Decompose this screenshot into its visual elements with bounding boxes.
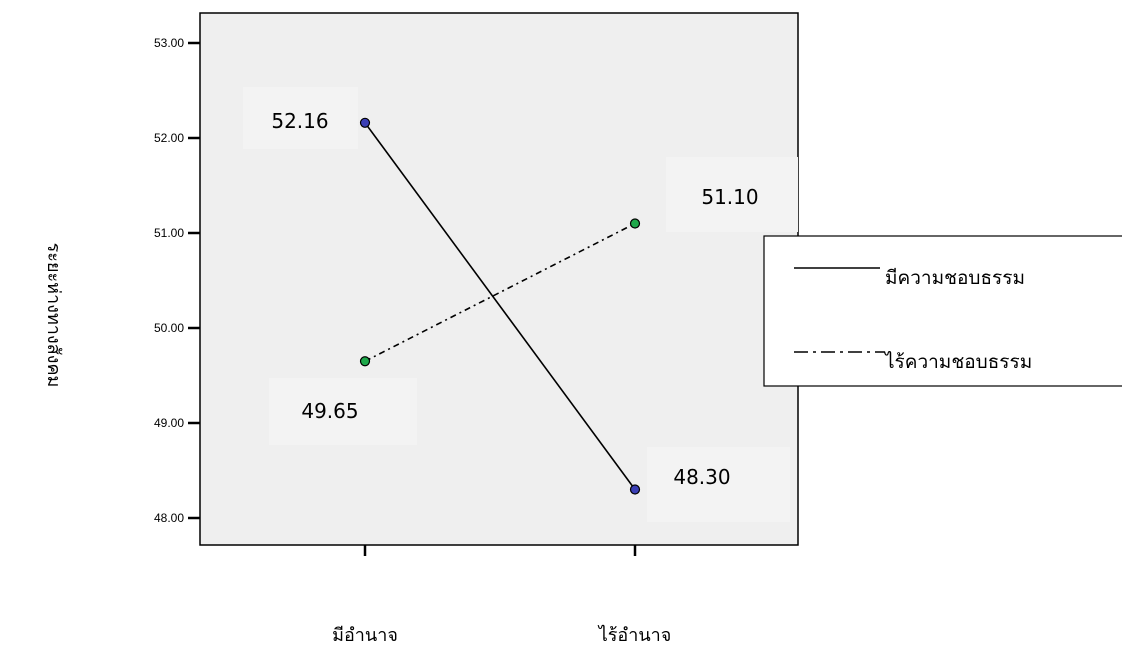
data-point (629, 484, 641, 495)
x-axis: มีอำนาจ ไร้อำนาจ (332, 545, 671, 646)
legend-label-legitimate: มีความชอบธรรม (885, 267, 1025, 289)
data-label-box (666, 157, 798, 232)
data-point (359, 117, 371, 128)
y-tick-label: 51.00 (154, 226, 184, 240)
y-tick-label: 52.00 (154, 131, 184, 145)
x-tick-label: มีอำนาจ (332, 625, 398, 646)
series-line-illegitimate (364, 222, 636, 362)
y-axis-title: ระยะห่างทางสังคม (43, 243, 64, 388)
data-label-box (647, 447, 790, 522)
y-tick-label: 49.00 (154, 416, 184, 430)
data-label-boxes (243, 87, 798, 522)
y-tick-label: 48.00 (154, 511, 184, 525)
legend-box (763, 235, 1122, 387)
data-point (359, 356, 371, 367)
data-point (629, 218, 641, 229)
y-tick-label: 50.00 (154, 321, 184, 335)
series-line-legitimate (364, 122, 636, 490)
data-label: 52.16 (271, 109, 328, 133)
data-label: 48.30 (673, 465, 730, 489)
legend-label-illegitimate: ไร้ความชอบธรรม (883, 351, 1032, 373)
y-tick-label: 53.00 (154, 36, 184, 50)
data-label-box (243, 87, 358, 149)
legend: มีความชอบธรรม ไร้ความชอบธรรม (763, 235, 1122, 387)
series-layer (359, 117, 641, 495)
data-label: 51.10 (701, 185, 758, 209)
y-axis: 48.00 49.00 50.00 51.00 52.00 53.00 (154, 36, 200, 525)
data-label: 49.65 (301, 399, 358, 423)
data-labels: 52.16 48.30 49.65 51.10 (271, 109, 758, 489)
data-label-box (269, 378, 417, 445)
x-tick-label: ไร้อำนาจ (597, 624, 672, 646)
